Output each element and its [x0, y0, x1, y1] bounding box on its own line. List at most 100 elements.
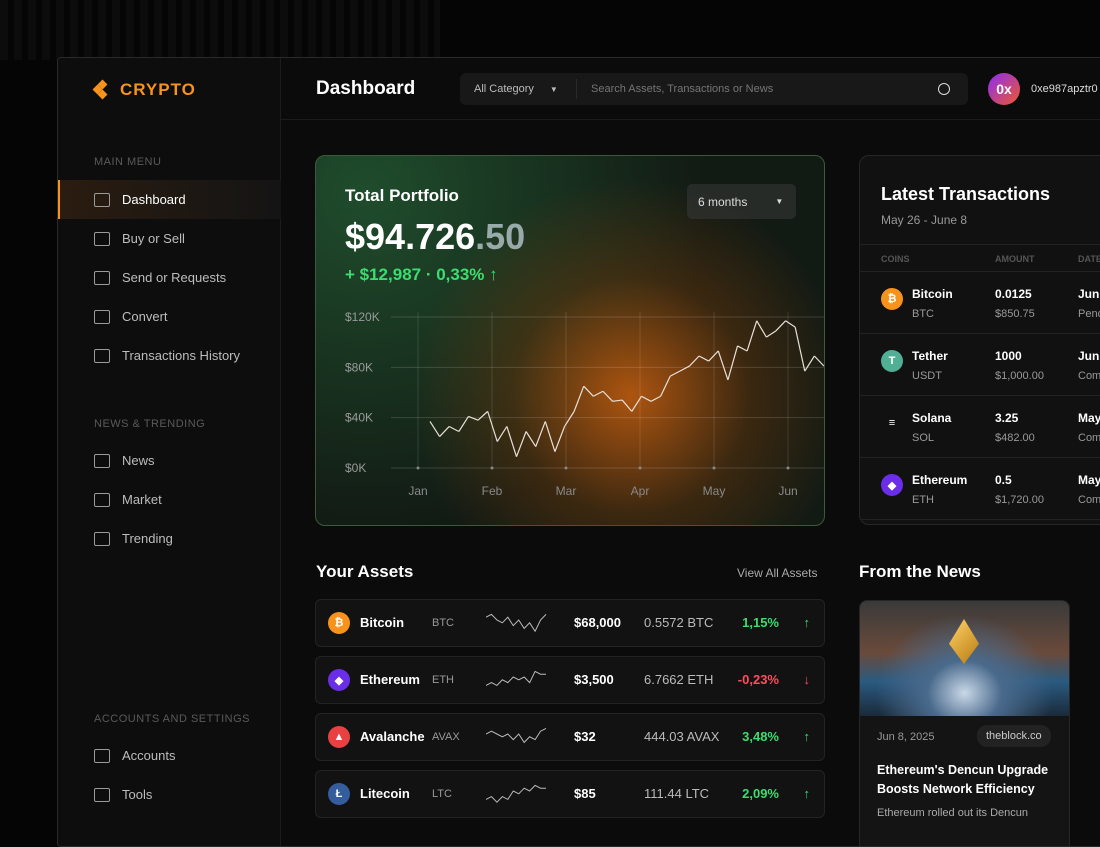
amount: 1000 [995, 349, 1022, 363]
amount-usd: $482.00 [995, 432, 1035, 444]
newspaper-icon [94, 453, 110, 468]
portfolio-line-segment [689, 355, 700, 367]
sidebar-item-trending[interactable]: Trending [58, 519, 281, 558]
transaction-row[interactable]: ≡ Solana SOL 3.25 $482.00 May Com [860, 396, 1100, 458]
section-heading: ACCOUNTS AND SETTINGS [94, 713, 250, 725]
column-header: COINS [881, 254, 910, 264]
portfolio-chart: $120K $80K $40K $0K Jan Feb Mar Apr May Jun [345, 310, 824, 498]
sidebar-item-market[interactable]: Market [58, 480, 281, 519]
amount-usd: $850.75 [995, 308, 1035, 320]
sidebar-item-label: Buy or Sell [122, 231, 185, 246]
transactions-title: Latest Transactions [881, 184, 1051, 204]
asset-row[interactable]: ₿ Bitcoin BTC $68,000 0.5572 BTC 1,15% ↑ [315, 599, 825, 647]
sidebar-item-accounts[interactable]: Accounts [58, 736, 281, 775]
sidebar-item-send-or-requests[interactable]: Send or Requests [58, 258, 281, 297]
portfolio-line-segment [593, 390, 604, 397]
convert-icon [94, 309, 110, 324]
news-card[interactable]: Jun 8, 2025 theblock.co Ethereum's Dencu… [859, 600, 1070, 846]
news-excerpt: Ethereum rolled out its Dencun [877, 807, 1029, 819]
portfolio-line-segment [621, 399, 633, 412]
section-heading: MAIN MENU [94, 156, 162, 168]
table-header: COINS AMOUNT DATE [860, 244, 1100, 272]
sidebar: CRYPTO MAIN MENU Dashboard Buy or Sell Sen… [58, 58, 281, 846]
sidebar-item-label: Transactions History [122, 348, 240, 363]
asset-symbol: ETH [432, 674, 454, 686]
asset-holding: 6.7662 ETH [644, 672, 714, 687]
sidebar-item-label: News [122, 453, 155, 468]
portfolio-line-segment [439, 426, 450, 437]
asset-row[interactable]: ▲ Avalanche AVAX $32 444.03 AVAX 3,48% ↑ [315, 713, 825, 761]
view-all-assets-link[interactable]: View All Assets [737, 566, 818, 580]
period-select[interactable]: 6 months ▼ [687, 184, 796, 219]
y-tick-label: $120K [345, 310, 380, 324]
coin-symbol: BTC [912, 308, 934, 320]
news-source: theblock.co [977, 725, 1051, 747]
background-pattern [0, 0, 440, 60]
avatar[interactable]: 0x [988, 73, 1020, 105]
portfolio-line-segment [487, 411, 498, 442]
sidebar-item-buy-or-sell[interactable]: Buy or Sell [58, 219, 281, 258]
status: Pend [1078, 308, 1100, 320]
portfolio-line-segment [727, 345, 739, 381]
wallet-address[interactable]: 0xe987apztr0 [1031, 83, 1098, 95]
y-tick-label: $40K [345, 411, 373, 425]
amount: 3.25 [995, 411, 1019, 425]
date: Jun [1078, 287, 1100, 301]
logo[interactable]: CRYPTO [92, 79, 196, 100]
portfolio-line-segment [804, 355, 815, 372]
bitcoin-icon: ₿ [881, 288, 903, 310]
column-header: AMOUNT [995, 254, 1035, 264]
period-label: 6 months [698, 194, 748, 209]
asset-row[interactable]: ◆ Ethereum ETH $3,500 6.7662 ETH -0,23% … [315, 656, 825, 704]
coin-symbol: ETH [912, 494, 934, 506]
solana-icon: ≡ [881, 412, 903, 434]
asset-row[interactable]: Ł Litecoin LTC $85 111.44 LTC 2,09% ↑ [315, 770, 825, 818]
sidebar-item-transactions-history[interactable]: Transactions History [58, 336, 281, 375]
sidebar-item-label: Accounts [122, 748, 176, 763]
portfolio-line-segment [717, 350, 729, 381]
portfolio-line-segment [612, 399, 623, 402]
portfolio-line-segment [698, 355, 709, 362]
history-icon [94, 348, 110, 363]
category-select[interactable]: All Category ▼ [460, 79, 577, 99]
portfolio-line-segment [602, 390, 614, 402]
sidebar-item-news[interactable]: News [58, 441, 281, 480]
transaction-row[interactable]: ₿ Bitcoin BTC 0.0125 $850.75 Jun Pend [860, 272, 1100, 334]
transaction-row[interactable]: T Tether USDT 1000 $1,000.00 Jun Com [860, 334, 1100, 396]
asset-price: $3,500 [574, 672, 614, 687]
asset-name: Ethereum [360, 672, 420, 687]
news-headline: Ethereum's Dencun Upgrade Boosts Network… [877, 763, 1049, 796]
search-icon[interactable] [938, 83, 950, 95]
search-input[interactable] [577, 83, 938, 95]
news-date: Jun 8, 2025 [877, 731, 935, 743]
sidebar-item-tools[interactable]: Tools [58, 775, 281, 814]
asset-symbol: BTC [432, 617, 454, 629]
asset-change: 1,15% [742, 615, 779, 630]
x-tick-label: Apr [631, 484, 650, 498]
asset-price: $68,000 [574, 615, 621, 630]
sidebar-item-dashboard[interactable]: Dashboard [58, 180, 281, 219]
portfolio-line-segment [641, 395, 652, 402]
tick-dot [786, 466, 790, 470]
sidebar-item-convert[interactable]: Convert [58, 297, 281, 336]
caret-down-icon: ▼ [775, 197, 784, 206]
transaction-row[interactable]: ◆ Ethereum ETH 0.5 $1,720.00 May Com [860, 458, 1100, 520]
date: May [1078, 473, 1100, 487]
status: Com [1078, 494, 1100, 506]
portfolio-line-segment [515, 431, 527, 457]
portfolio-line-segment [756, 320, 767, 338]
amount-usd: $1,000.00 [995, 370, 1044, 382]
portfolio-line-segment [785, 320, 796, 328]
portfolio-line-segment [737, 345, 748, 352]
portfolio-line-segment [794, 326, 806, 372]
asset-change: -0,23% [737, 672, 779, 687]
sidebar-item-label: Trending [122, 531, 173, 546]
market-icon [94, 492, 110, 507]
sparkline [486, 613, 547, 633]
search-bar: All Category ▼ [460, 73, 968, 105]
portfolio-line-segment [448, 425, 460, 433]
avalanche-icon: ▲ [328, 726, 350, 748]
sparkline [486, 784, 546, 803]
caret-down-icon: ▼ [549, 84, 558, 94]
send-icon [94, 270, 110, 285]
